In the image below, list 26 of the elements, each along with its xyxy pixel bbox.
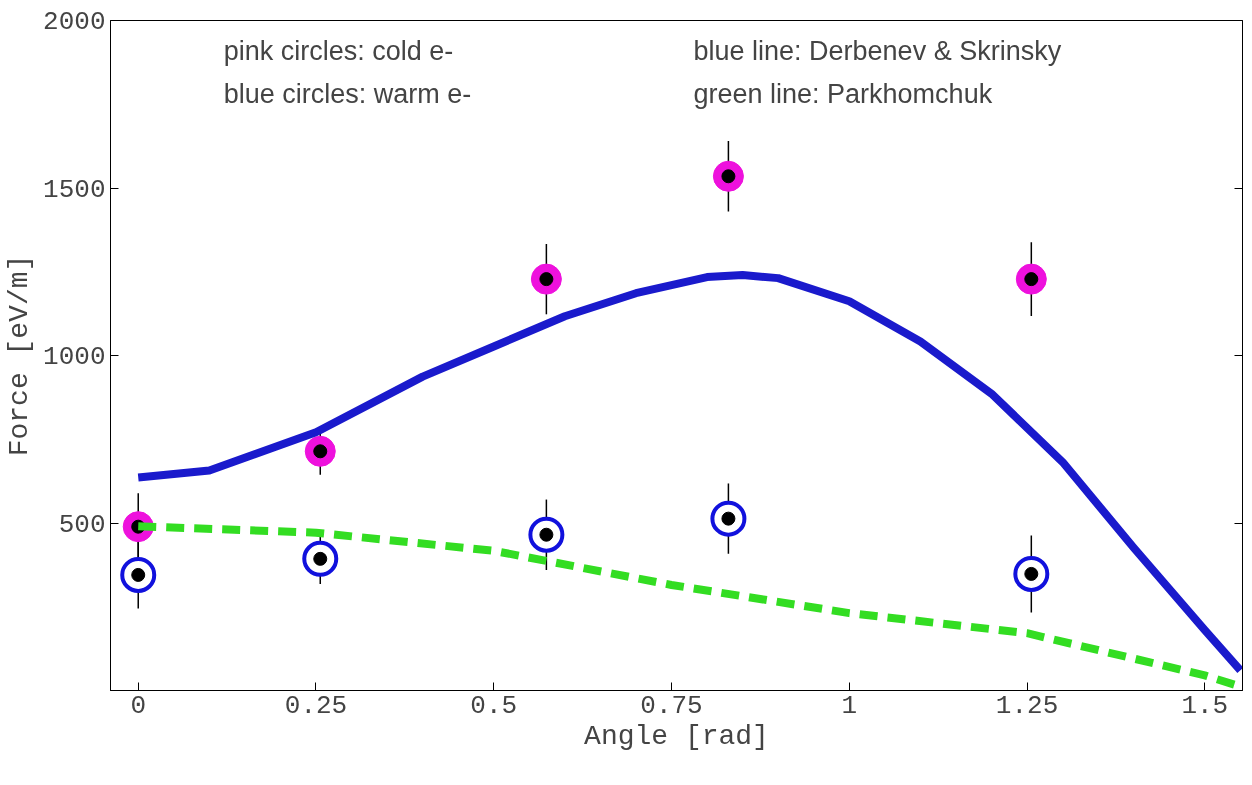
x-tick-label: 1.5 (1181, 690, 1229, 721)
point (1015, 263, 1047, 295)
point (710, 500, 747, 537)
x-tick-label: 0.5 (470, 690, 518, 721)
x-tick-label: 1 (841, 690, 858, 721)
x-tick-label: 1.25 (995, 690, 1059, 721)
annotation: blue circles: warm e- (223, 79, 472, 110)
annotation: pink circles: cold e- (223, 35, 454, 66)
x-tick-label: 0.25 (284, 690, 348, 721)
x-tick-label: 0 (130, 690, 147, 721)
x-tick-label: 0.75 (640, 690, 703, 721)
y-tick-label: 2000 (43, 7, 106, 37)
annotation: green line: Parkhomchuk (693, 79, 993, 110)
y-tick-label: 500 (58, 509, 106, 540)
point (528, 516, 565, 553)
annotation: blue line: Derbenev & Skrinsky (693, 35, 1062, 66)
point (302, 540, 339, 577)
y-tick-label: 1000 (43, 342, 106, 372)
point (530, 263, 562, 295)
y-tick-label: 1500 (43, 174, 106, 205)
point (712, 160, 744, 192)
point (304, 435, 336, 467)
y-axis-title: Force [eV/m] (4, 254, 36, 457)
point (1013, 555, 1050, 592)
x-axis-title: Angle [rad] (584, 720, 769, 752)
point (120, 556, 157, 593)
